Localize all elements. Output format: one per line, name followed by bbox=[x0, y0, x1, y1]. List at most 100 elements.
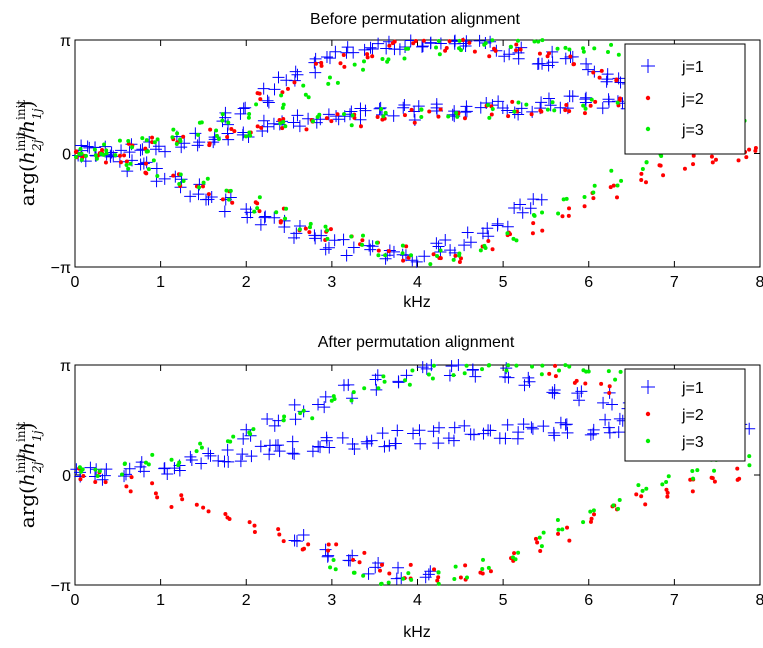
data-point-j=2 bbox=[518, 47, 523, 52]
data-point-j=1 bbox=[580, 57, 593, 70]
data-point-j=2 bbox=[362, 550, 367, 555]
data-point-j=3 bbox=[224, 188, 229, 193]
data-point-j=3 bbox=[280, 105, 285, 110]
data-point-j=1 bbox=[288, 398, 301, 411]
data-point-j=2 bbox=[181, 134, 186, 139]
legend-markers bbox=[641, 59, 655, 132]
data-point-j=2 bbox=[351, 557, 356, 562]
data-point-j=1 bbox=[240, 423, 253, 436]
data-point-j=1 bbox=[245, 450, 258, 463]
data-point-j=1 bbox=[354, 102, 367, 115]
data-point-j=2 bbox=[153, 491, 158, 496]
data-point-j=2 bbox=[319, 60, 324, 65]
data-point-j=3 bbox=[380, 56, 385, 61]
data-point-j=2 bbox=[411, 41, 416, 46]
data-point-j=3 bbox=[150, 452, 155, 457]
data-point-j=3 bbox=[567, 47, 572, 52]
legend-marker-j=3 bbox=[645, 126, 651, 132]
data-point-j=3 bbox=[214, 128, 219, 133]
data-point-j=1 bbox=[419, 571, 432, 584]
data-point-j=1 bbox=[123, 146, 136, 159]
data-point-j=3 bbox=[666, 474, 671, 479]
data-point-j=1 bbox=[501, 418, 514, 431]
data-point-j=3 bbox=[581, 368, 586, 373]
data-point-j=3 bbox=[171, 127, 176, 132]
data-point-j=2 bbox=[567, 538, 572, 543]
data-point-j=3 bbox=[152, 140, 157, 145]
data-point-j=3 bbox=[231, 434, 236, 439]
axis-ticks: 0 1 2 3 4 5 6 7 8−π0π bbox=[51, 358, 763, 609]
data-point-j=3 bbox=[563, 45, 568, 50]
data-point-j=1 bbox=[84, 461, 97, 474]
data-point-j=1 bbox=[378, 440, 391, 453]
data-point-j=1 bbox=[320, 431, 333, 444]
data-point-j=3 bbox=[175, 131, 180, 136]
data-point-j=3 bbox=[349, 398, 354, 403]
data-point-j=2 bbox=[387, 43, 392, 48]
data-point-j=1 bbox=[272, 71, 285, 84]
data-point-j=1 bbox=[424, 37, 437, 50]
data-point-j=1 bbox=[499, 370, 512, 383]
data-point-j=1 bbox=[369, 561, 382, 574]
data-point-j=3 bbox=[246, 115, 251, 120]
data-point-j=2 bbox=[117, 153, 122, 158]
data-point-j=3 bbox=[486, 102, 491, 107]
data-point-j=3 bbox=[478, 248, 483, 253]
data-point-j=2 bbox=[639, 171, 644, 176]
data-point-j=3 bbox=[516, 100, 521, 105]
data-point-j=1 bbox=[268, 211, 281, 224]
data-point-j=3 bbox=[281, 418, 286, 423]
data-point-j=3 bbox=[640, 488, 645, 493]
data-point-j=3 bbox=[510, 555, 515, 560]
data-point-j=2 bbox=[432, 567, 437, 572]
data-point-j=2 bbox=[599, 68, 604, 73]
data-point-j=3 bbox=[126, 166, 131, 171]
data-point-j=1 bbox=[159, 145, 172, 158]
data-point-j=3 bbox=[169, 457, 174, 462]
data-point-j=3 bbox=[361, 59, 366, 64]
data-point-j=2 bbox=[255, 201, 260, 206]
data-point-j=1 bbox=[501, 220, 514, 233]
data-point-j=2 bbox=[206, 509, 211, 514]
data-point-j=3 bbox=[77, 465, 82, 470]
data-point-j=1 bbox=[546, 386, 559, 399]
data-point-j=2 bbox=[574, 378, 579, 383]
data-point-j=3 bbox=[400, 251, 405, 256]
y-axis-label: arg(hinit 2j/hinit 1j) bbox=[14, 422, 44, 529]
data-point-j=2 bbox=[365, 52, 370, 57]
data-point-j=1 bbox=[262, 96, 275, 109]
data-point-j=2 bbox=[208, 127, 213, 132]
data-point-j=3 bbox=[524, 102, 529, 107]
data-point-j=2 bbox=[453, 253, 458, 258]
data-point-j=2 bbox=[278, 219, 283, 224]
data-point-j=3 bbox=[406, 571, 411, 576]
data-point-j=2 bbox=[658, 163, 663, 168]
data-point-j=2 bbox=[230, 200, 235, 205]
data-point-j=3 bbox=[349, 234, 354, 239]
data-point-j=3 bbox=[301, 408, 306, 413]
data-point-j=1 bbox=[254, 218, 267, 231]
data-point-j=3 bbox=[101, 152, 106, 157]
data-point-j=3 bbox=[374, 240, 379, 245]
y-tick-label: −π bbox=[51, 260, 71, 277]
data-point-j=1 bbox=[496, 101, 509, 114]
data-point-j=3 bbox=[605, 49, 610, 54]
data-point-j=1 bbox=[602, 421, 615, 434]
legend-label-j3: j=3 bbox=[681, 434, 704, 451]
data-point-j=3 bbox=[540, 363, 545, 368]
data-point-j=3 bbox=[381, 374, 386, 379]
data-point-j=1 bbox=[360, 435, 373, 448]
data-point-j=1 bbox=[241, 211, 254, 224]
data-point-j=1 bbox=[359, 104, 372, 117]
data-point-j=3 bbox=[248, 431, 253, 436]
data-point-j=1 bbox=[273, 445, 286, 458]
data-point-j=1 bbox=[234, 455, 247, 468]
data-point-j=2 bbox=[358, 124, 363, 129]
data-point-j=1 bbox=[319, 243, 332, 256]
data-point-j=2 bbox=[492, 46, 497, 51]
data-point-j=2 bbox=[431, 252, 436, 257]
data-point-j=2 bbox=[326, 542, 331, 547]
data-point-j=3 bbox=[611, 503, 616, 508]
data-point-j=3 bbox=[140, 136, 145, 141]
data-point-j=1 bbox=[474, 101, 487, 114]
